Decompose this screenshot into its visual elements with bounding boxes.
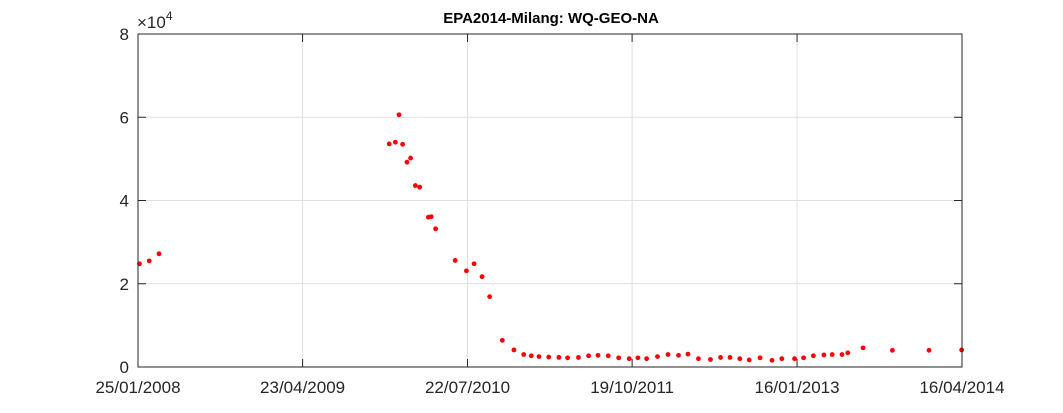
data-point: [528, 353, 534, 359]
data-point: [727, 355, 733, 360]
y-tick-label: 8: [120, 25, 129, 44]
data-point: [156, 251, 162, 257]
data-points: [137, 112, 965, 363]
data-point: [404, 159, 410, 165]
x-tick-label: 16/04/2014: [919, 378, 1004, 397]
y-multiplier-exponent: 4: [166, 9, 173, 23]
data-point: [655, 354, 660, 359]
data-point: [487, 294, 493, 300]
data-point: [499, 337, 505, 343]
y-tick-labels: 0 2 4 6 8: [120, 25, 129, 377]
data-point: [810, 353, 816, 359]
data-point: [718, 355, 723, 360]
data-point: [400, 141, 406, 147]
data-point: [801, 355, 806, 361]
data-point: [889, 347, 895, 353]
data-point: [757, 355, 763, 361]
data-point: [146, 258, 152, 264]
data-point: [626, 356, 632, 362]
x-tick-label: 19/10/2011: [590, 378, 674, 397]
data-point: [737, 356, 743, 362]
data-point: [428, 214, 434, 220]
data-point: [746, 357, 752, 363]
data-point: [521, 352, 527, 357]
data-point: [644, 356, 650, 362]
data-point: [452, 258, 458, 263]
data-point: [408, 155, 414, 161]
data-point: [433, 226, 439, 232]
data-point: [665, 352, 671, 357]
data-point: [769, 357, 775, 363]
chart-title: EPA2014-Milang: WQ-GEO-NA: [443, 10, 659, 27]
y-tick-label: 6: [120, 108, 129, 127]
data-point: [926, 347, 932, 353]
data-point: [396, 112, 402, 118]
data-point: [616, 355, 622, 361]
data-point: [417, 184, 423, 190]
data-point: [829, 352, 835, 357]
data-point: [511, 347, 517, 353]
y-multiplier-base: ×10: [137, 13, 166, 32]
data-point: [635, 355, 641, 361]
data-point: [845, 350, 851, 356]
y-tick-label: 0: [120, 358, 129, 377]
data-point: [471, 261, 477, 267]
data-point: [479, 274, 485, 280]
x-tick-label: 22/07/2010: [425, 378, 510, 397]
data-point: [779, 356, 785, 362]
data-point: [839, 352, 845, 357]
data-point: [595, 352, 601, 358]
data-point: [412, 183, 418, 188]
data-point: [860, 345, 866, 351]
data-point: [386, 141, 392, 147]
data-point: [576, 355, 581, 360]
x-tick-labels: 25/01/2008 23/04/2009 22/07/2010 19/10/2011…: [95, 378, 1004, 397]
y-tick-label: 2: [120, 275, 129, 294]
data-point: [565, 355, 570, 361]
data-point: [605, 353, 611, 359]
data-point: [696, 356, 701, 362]
data-point: [821, 352, 827, 358]
data-point: [586, 353, 592, 359]
tick-marks: [137, 33, 963, 368]
y-tick-label: 4: [120, 192, 129, 211]
x-tick-label: 23/04/2009: [260, 378, 345, 397]
data-point: [685, 351, 691, 357]
data-point: [392, 139, 398, 145]
data-point: [792, 356, 797, 362]
data-point: [708, 357, 713, 362]
data-point: [536, 354, 542, 359]
x-tick-label: 25/01/2008: [95, 378, 180, 397]
x-tick-label: 16/01/2013: [755, 378, 840, 397]
data-point: [464, 268, 469, 274]
data-point: [676, 352, 681, 358]
y-axis-multiplier: ×104: [137, 9, 173, 32]
data-point: [546, 354, 552, 360]
data-point: [556, 355, 562, 360]
